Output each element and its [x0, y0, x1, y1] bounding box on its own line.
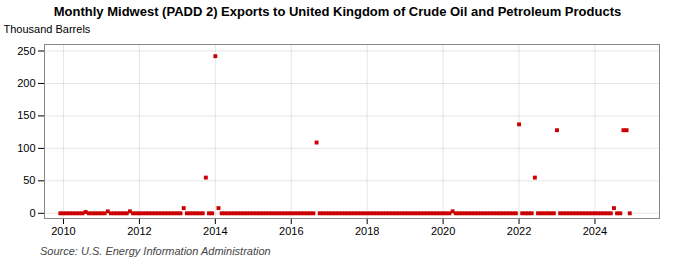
- svg-text:2016: 2016: [279, 225, 303, 237]
- svg-text:2020: 2020: [431, 225, 455, 237]
- svg-text:2018: 2018: [355, 225, 379, 237]
- html-text:Source: U.S. Energy Informatio: Source: U.S. Energy Information Administ…: [40, 245, 271, 257]
- html-text:Monthly Midwest (PADD 2) Expor: Monthly Midwest (PADD 2) Exports to Unit…: [53, 4, 622, 19]
- svg-text:2012: 2012: [127, 225, 151, 237]
- svg-text:2014: 2014: [203, 225, 227, 237]
- svg-text:Thousand Barrels: Thousand Barrels: [4, 23, 91, 35]
- svg-text:2010: 2010: [51, 225, 75, 237]
- svg-text:150: 150: [17, 109, 35, 121]
- svg-text:50: 50: [23, 174, 35, 186]
- svg-text:2024: 2024: [583, 225, 607, 237]
- svg-text:0: 0: [29, 207, 35, 219]
- svg-text:200: 200: [17, 77, 35, 89]
- svg-text:250: 250: [17, 45, 35, 57]
- svg-text:100: 100: [17, 142, 35, 154]
- svg-text:2022: 2022: [507, 225, 531, 237]
